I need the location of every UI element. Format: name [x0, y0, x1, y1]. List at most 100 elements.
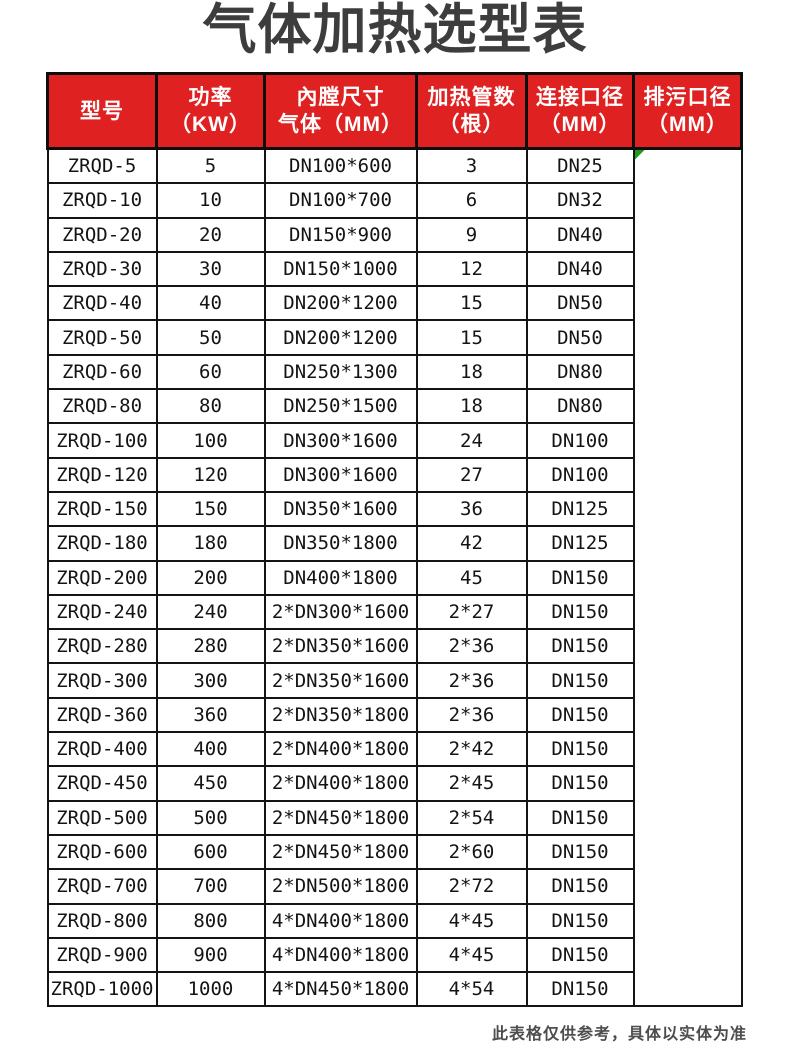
table-row: ZRQD-400 400 2*DN400*1800 2*42 DN150 [46, 731, 742, 768]
table-row: ZRQD-360 360 2*DN350*1800 2*36 DN150 [46, 696, 742, 734]
cell-chamber: DN100*700 [263, 182, 418, 219]
cell-chamber: DN200*1200 [263, 285, 418, 322]
cell-connection: DN125 [525, 490, 635, 528]
table-row: ZRQD-200 200 DN400*1800 45 DN150 [46, 559, 742, 596]
table-row: ZRQD-60 60 DN250*1300 18 DN80 [46, 353, 742, 391]
cell-power: 50 [155, 319, 266, 356]
col-header-tubes: 加热管数 （根） [415, 72, 528, 150]
cell-chamber: DN150*1000 [263, 250, 418, 288]
cell-power: 80 [155, 388, 266, 425]
cell-power: 200 [155, 559, 266, 596]
table-row: ZRQD-10 10 DN100*700 6 DN32 [46, 182, 742, 219]
cell-connection: DN150 [525, 628, 635, 665]
cell-power: 600 [155, 833, 266, 871]
cell-model: ZRQD-40 [46, 285, 158, 322]
green-corner-marker-icon [635, 150, 645, 160]
cell-model: ZRQD-150 [46, 490, 158, 528]
header-row: 型号 功率 （KW） 內膛尺寸 气体（MM） 加热管数 （根） 连接口径 [46, 72, 743, 150]
cell-connection: DN150 [525, 731, 635, 768]
cell-model: ZRQD-400 [46, 731, 158, 768]
cell-chamber: DN200*1200 [263, 319, 418, 356]
cell-chamber: 2*DN400*1800 [263, 765, 418, 802]
cell-tubes: 24 [415, 422, 528, 459]
cell-tubes: 18 [415, 353, 528, 391]
cell-chamber: DN300*1600 [263, 456, 418, 493]
cell-tubes: 2*72 [415, 868, 528, 905]
cell-connection: DN150 [525, 868, 635, 905]
cell-tubes: 2*36 [415, 696, 528, 734]
table-row: ZRQD-5 5 DN100*600 3 DN25 [46, 147, 743, 1008]
cell-connection: DN125 [525, 525, 635, 562]
cell-model: ZRQD-100 [46, 422, 158, 459]
table-row: ZRQD-40 40 DN200*1200 15 DN50 [46, 285, 742, 322]
table-row: ZRQD-50 50 DN200*1200 15 DN50 [46, 319, 742, 356]
table-header: 型号 功率 （KW） 內膛尺寸 气体（MM） 加热管数 （根） 连接口径 [46, 72, 743, 150]
table-row: ZRQD-120 120 DN300*1600 27 DN100 [46, 456, 742, 493]
table-row: ZRQD-300 300 2*DN350*1600 2*36 DN150 [46, 662, 742, 699]
cell-chamber: 4*DN450*1800 [263, 971, 418, 1008]
cell-tubes: 2*45 [415, 765, 528, 802]
table-row: ZRQD-240 240 2*DN300*1600 2*27 DN150 [46, 593, 742, 631]
cell-chamber: 2*DN450*1800 [263, 833, 418, 871]
cell-power: 5 [155, 147, 266, 185]
cell-model: ZRQD-240 [46, 593, 158, 631]
col-header-model-line1: 型号 [80, 99, 124, 123]
cell-model: ZRQD-50 [46, 319, 158, 356]
col-header-chamber-line1: 內膛尺寸 [296, 86, 385, 109]
cell-chamber: DN250*1500 [263, 388, 418, 425]
cell-chamber: DN300*1600 [263, 422, 418, 459]
page-title: 气体加热选型表 [202, 0, 588, 60]
cell-chamber: DN250*1300 [263, 353, 418, 391]
cell-power: 800 [155, 902, 266, 939]
cell-chamber: 4*DN400*1800 [263, 936, 418, 974]
cell-connection: DN150 [525, 833, 635, 871]
cell-chamber: 2*DN350*1600 [263, 662, 418, 699]
cell-model: ZRQD-500 [46, 799, 158, 836]
cell-model: ZRQD-10 [46, 182, 158, 219]
table-row: ZRQD-180 180 DN350*1800 42 DN125 [46, 525, 742, 562]
table-row: ZRQD-700 700 2*DN500*1800 2*72 DN150 [46, 868, 742, 905]
cell-model: ZRQD-20 [46, 216, 158, 253]
cell-chamber: 2*DN500*1800 [263, 868, 418, 905]
cell-model: ZRQD-1000 [46, 971, 158, 1008]
cell-model: ZRQD-200 [46, 559, 158, 596]
cell-connection: DN150 [525, 971, 635, 1008]
cell-model: ZRQD-800 [46, 902, 158, 939]
cell-power: 180 [155, 525, 266, 562]
cell-model: ZRQD-5 [46, 147, 158, 185]
cell-chamber: DN100*600 [263, 147, 418, 185]
cell-power: 400 [155, 731, 266, 768]
cell-tubes: 15 [415, 319, 528, 356]
cell-tubes: 2*27 [415, 593, 528, 631]
cell-power: 700 [155, 868, 266, 905]
cell-model: ZRQD-300 [46, 662, 158, 699]
cell-power: 100 [155, 422, 266, 459]
cell-tubes: 12 [415, 250, 528, 288]
cell-power: 1000 [155, 971, 266, 1008]
cell-model: ZRQD-900 [46, 936, 158, 974]
col-header-chamber-line2: 气体（MM） [278, 113, 403, 136]
cell-power: 450 [155, 765, 266, 802]
spec-table: 型号 功率 （KW） 內膛尺寸 气体（MM） 加热管数 （根） 连接口径 [46, 72, 743, 1008]
cell-chamber: 2*DN350*1800 [263, 696, 418, 734]
cell-chamber: DN350*1800 [263, 525, 418, 562]
cell-model: ZRQD-80 [46, 388, 158, 425]
cell-connection: DN80 [525, 353, 635, 391]
table-row: ZRQD-450 450 2*DN400*1800 2*45 DN150 [46, 765, 742, 802]
cell-connection: DN150 [525, 902, 635, 939]
table-row: ZRQD-280 280 2*DN350*1600 2*36 DN150 [46, 628, 742, 665]
cell-chamber: 2*DN300*1600 [263, 593, 418, 631]
col-header-model: 型号 [46, 72, 158, 150]
col-header-connection-line2: （MM） [539, 113, 621, 136]
cell-power: 10 [155, 182, 266, 219]
cell-model: ZRQD-360 [46, 696, 158, 734]
cell-connection: DN32 [525, 182, 635, 219]
cell-chamber: 2*DN450*1800 [263, 799, 418, 836]
cell-chamber: 2*DN350*1600 [263, 628, 418, 665]
cell-tubes: 18 [415, 388, 528, 425]
table-row: ZRQD-1000 1000 4*DN450*1800 4*54 DN150 [46, 971, 742, 1008]
cell-power: 20 [155, 216, 266, 253]
table-row: ZRQD-900 900 4*DN400*1800 4*45 DN150 [46, 936, 742, 974]
table-row: ZRQD-800 800 4*DN400*1800 4*45 DN150 [46, 902, 742, 939]
cell-model: ZRQD-60 [46, 353, 158, 391]
